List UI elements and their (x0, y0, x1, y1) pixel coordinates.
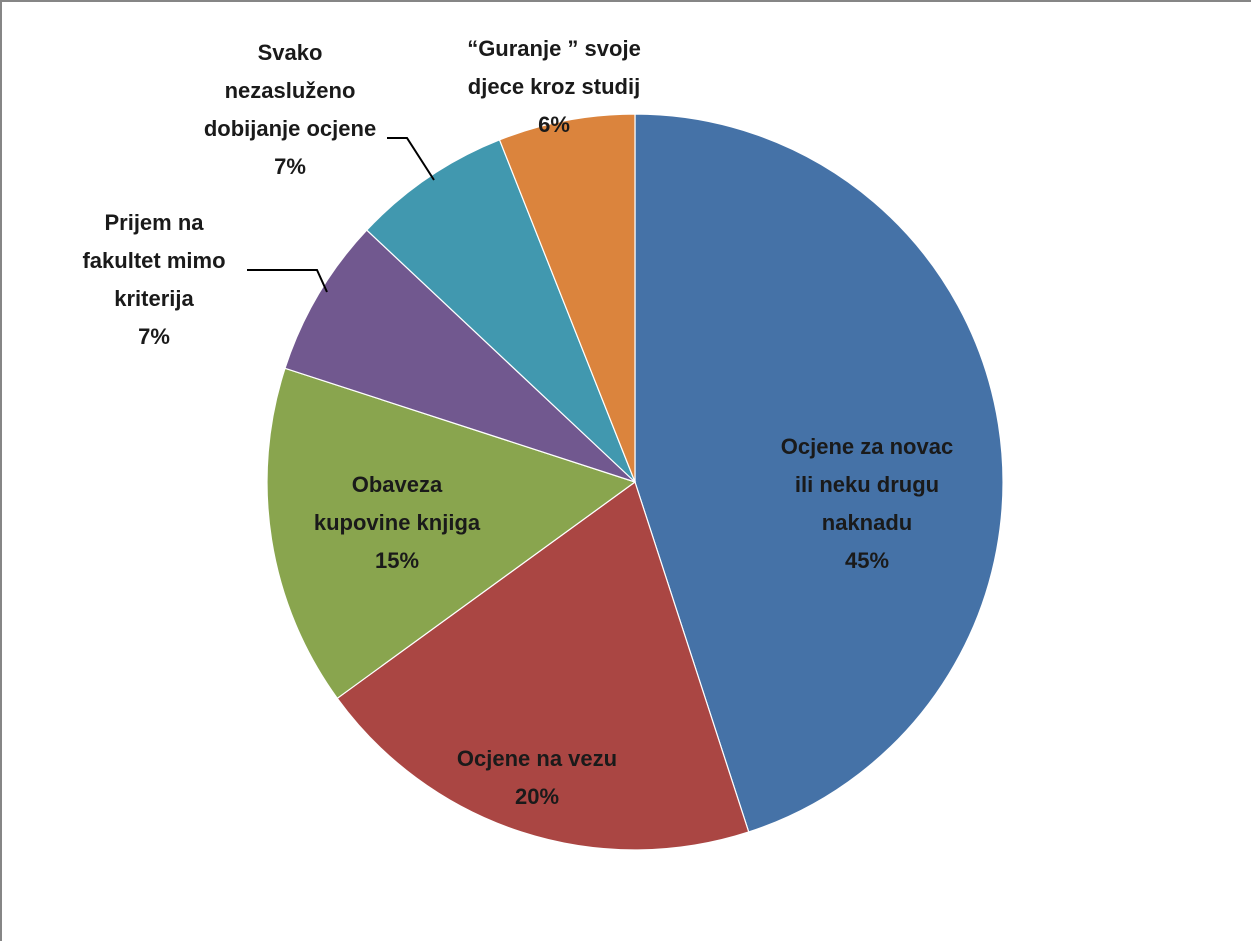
data-labels: Ocjene za novac ili neku drugu naknadu 45%O… (82, 36, 953, 809)
data-label-5: Svako nezasluženo dobijanje ocjene 7% (204, 40, 376, 179)
pie-slices (266, 113, 1004, 851)
slice-percent-label: 7% (138, 324, 170, 349)
data-label-2: Ocjene na vezu 20% (457, 746, 617, 809)
slice-category-label: Obaveza (352, 472, 443, 497)
slice-percent-label: 6% (538, 112, 570, 137)
pie-slice-6 (498, 113, 636, 483)
data-label-6: “Guranje ” svoje djece kroz studij 6% (467, 36, 641, 137)
slice-category-label: Svako (258, 40, 323, 65)
slice-category-label: kriterija (114, 286, 194, 311)
slice-category-label: Ocjene na vezu (457, 746, 617, 771)
leader-line-5 (387, 137, 435, 181)
slice-percent-label: 15% (375, 548, 419, 573)
slice-category-label: ili neku drugu (795, 472, 939, 497)
slice-category-label: Prijem na (104, 210, 204, 235)
slice-category-label: dobijanje ocjene (204, 116, 376, 141)
data-label-1: Ocjene za novac ili neku drugu naknadu 45% (781, 434, 953, 573)
slice-category-label: fakultet mimo (82, 248, 225, 273)
slice-category-label: djece kroz studij (468, 74, 640, 99)
pie-slice-3 (266, 367, 637, 700)
pie-slice-1 (634, 113, 1004, 833)
data-label-4: Prijem na fakultet mimo kriterija 7% (82, 210, 225, 349)
pie-slice-5 (365, 139, 636, 483)
slice-percent-label: 7% (274, 154, 306, 179)
slice-category-label: nezasluženo (225, 78, 356, 103)
slice-percent-label: 45% (845, 548, 889, 573)
slice-category-label: kupovine knjiga (314, 510, 481, 535)
data-label-3: Obaveza kupovine knjiga 15% (314, 472, 481, 573)
slice-percent-label: 20% (515, 784, 559, 809)
leader-line-4 (247, 269, 328, 293)
slice-category-label: “Guranje ” svoje (467, 36, 641, 61)
slice-category-label: Ocjene za novac (781, 434, 953, 459)
slice-category-label: naknadu (822, 510, 912, 535)
pie-slice-2 (336, 481, 750, 851)
pie-slice-4 (284, 229, 636, 483)
